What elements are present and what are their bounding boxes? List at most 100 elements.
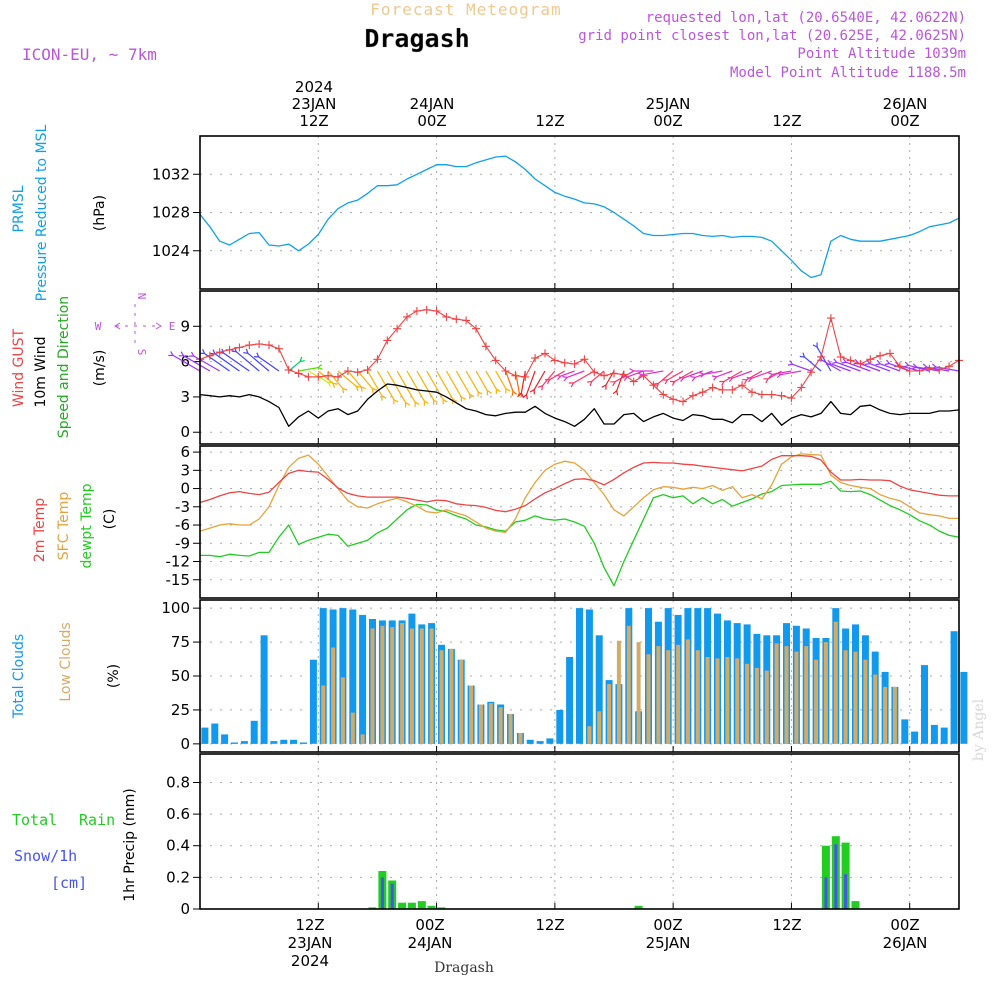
- wind-gust-marker: [481, 342, 490, 351]
- low-cloud-bar: [705, 657, 710, 744]
- temperature-ytick-label: -3: [175, 498, 190, 516]
- wind-gust-marker: [541, 349, 549, 358]
- wind-arrow-head: [586, 380, 593, 387]
- wind-arrow-head: [841, 358, 848, 364]
- wind-arrow: [591, 370, 605, 382]
- wind-gust-marker: [334, 372, 342, 381]
- rain-bar: [407, 902, 416, 909]
- wind-arrow: [172, 354, 201, 372]
- wind-arrow: [396, 370, 416, 403]
- wind-arrow-head: [517, 391, 524, 398]
- rain-bar: [417, 901, 426, 909]
- wind-arrow-head: [746, 376, 753, 383]
- precipitation-panel: 0 0.2 0.4 0.6 0.8: [166, 753, 960, 918]
- wind-arrow: [658, 370, 674, 384]
- wind-arrow: [723, 370, 743, 383]
- wind-gust-marker: [767, 390, 776, 399]
- wind-arrow-head: [433, 399, 438, 405]
- bottom-t24-l0: 00Z: [415, 916, 444, 934]
- wind-arrow: [183, 355, 211, 372]
- wind-arrow-head: [199, 348, 206, 355]
- wind-arrow: [193, 355, 220, 372]
- wind-gust-marker: [274, 344, 283, 353]
- wind-arrow-head: [360, 386, 366, 392]
- snow-bar: [834, 844, 838, 909]
- wind-arrow-head: [404, 401, 410, 408]
- clouds-ytick-label: 25: [171, 701, 190, 719]
- sfc-temp-line: [199, 453, 959, 533]
- total-cloud-bar: [339, 608, 347, 744]
- pressure-panel: 1024 1028 1032: [152, 135, 960, 290]
- temperature-ytick-label: 0: [180, 480, 190, 498]
- wind-arrow-head: [555, 374, 562, 381]
- low-cloud-bar: [350, 712, 355, 744]
- wind-arrow: [566, 370, 585, 378]
- wind-arrow: [465, 370, 479, 393]
- snow-bar: [380, 877, 384, 909]
- wind-gust-marker: [728, 385, 737, 394]
- low-cloud-bar: [823, 642, 828, 744]
- low-cloud-bar: [478, 704, 483, 744]
- wind-gust-marker: [895, 362, 904, 371]
- wind-gust-marker: [245, 341, 254, 350]
- total-cloud-bar: [950, 631, 958, 744]
- temperature-ytick-label: -6: [175, 516, 190, 534]
- temperature-ytick-label: -15: [166, 571, 191, 589]
- wind-plot-area: [200, 291, 959, 444]
- low-cloud-bar: [409, 628, 414, 744]
- low-cloud-bar: [321, 685, 326, 744]
- precipitation-frame: [199, 753, 960, 910]
- low-cloud-bar: [597, 711, 602, 744]
- wind-arrow-head: [178, 351, 185, 357]
- wind-gust-marker: [787, 394, 796, 403]
- low-cloud-bar: [429, 628, 434, 744]
- precip-legend-rain: Rain: [79, 811, 115, 829]
- low-cloud-bar: [340, 677, 345, 744]
- dewpoint-line: [200, 480, 960, 587]
- wind-arrow-head: [452, 398, 458, 404]
- wind-arrow-head: [562, 375, 569, 382]
- total-cloud-bar: [300, 742, 307, 744]
- wind-gust-marker: [836, 352, 845, 361]
- wind-arrow: [732, 370, 753, 379]
- wind-gust-marker: [708, 383, 717, 392]
- temperature-plot-area: [200, 446, 959, 598]
- total-cloud-bar: [319, 608, 327, 744]
- wind-arrow: [406, 370, 425, 402]
- total-cloud-bar: [211, 723, 219, 744]
- total-cloud-bar: [921, 665, 928, 744]
- wind-gust-marker: [856, 360, 865, 368]
- wind-arrow: [716, 370, 733, 378]
- low-cloud-bar: [331, 647, 336, 744]
- wind-arrow: [703, 370, 723, 375]
- wind-arrow-head: [381, 394, 387, 401]
- wind-gust-marker: [935, 365, 944, 374]
- wind-arrow-head: [610, 381, 617, 387]
- wind-arrow-head: [719, 380, 726, 386]
- low-cloud-bar: [390, 627, 395, 744]
- low-cloud-bar: [370, 628, 375, 744]
- wind-gust-marker: [817, 352, 825, 361]
- wind-gust-marker: [363, 365, 372, 374]
- precipitation-ytick-label: 0.6: [166, 805, 190, 823]
- wind-gust-marker: [373, 355, 382, 364]
- low-cloud-bar: [439, 650, 444, 744]
- wind-gust-marker: [826, 314, 835, 323]
- clouds-panel: 0 25 50 75 100: [161, 599, 968, 753]
- precipitation-ytick-label: 0.4: [166, 837, 190, 855]
- temperature-ytick-label: -9: [175, 534, 190, 552]
- low-cloud-bar: [636, 642, 641, 744]
- total-cloud-bar: [240, 741, 248, 744]
- requested-coords: requested lon,lat (20.6540E, 42.0622N): [646, 10, 966, 26]
- low-cloud-bar: [656, 646, 661, 744]
- pressure-ytick-label: 1032: [152, 165, 190, 183]
- low-cloud-bar: [814, 659, 819, 744]
- wind-arrow: [542, 370, 556, 387]
- pressure-title-prmsl: PRMSL: [11, 185, 27, 232]
- wind-arrow: [751, 370, 772, 379]
- total-cloud-bar: [201, 727, 209, 744]
- low-cloud-bar: [419, 628, 424, 744]
- wind-speed-line: [199, 383, 960, 427]
- temp-title-sfc: SFC Temp: [56, 492, 72, 561]
- top-time-axis: 2024 23JAN 12Z 24JAN 00Z 12Z 25JAN 00Z 1…: [292, 78, 928, 130]
